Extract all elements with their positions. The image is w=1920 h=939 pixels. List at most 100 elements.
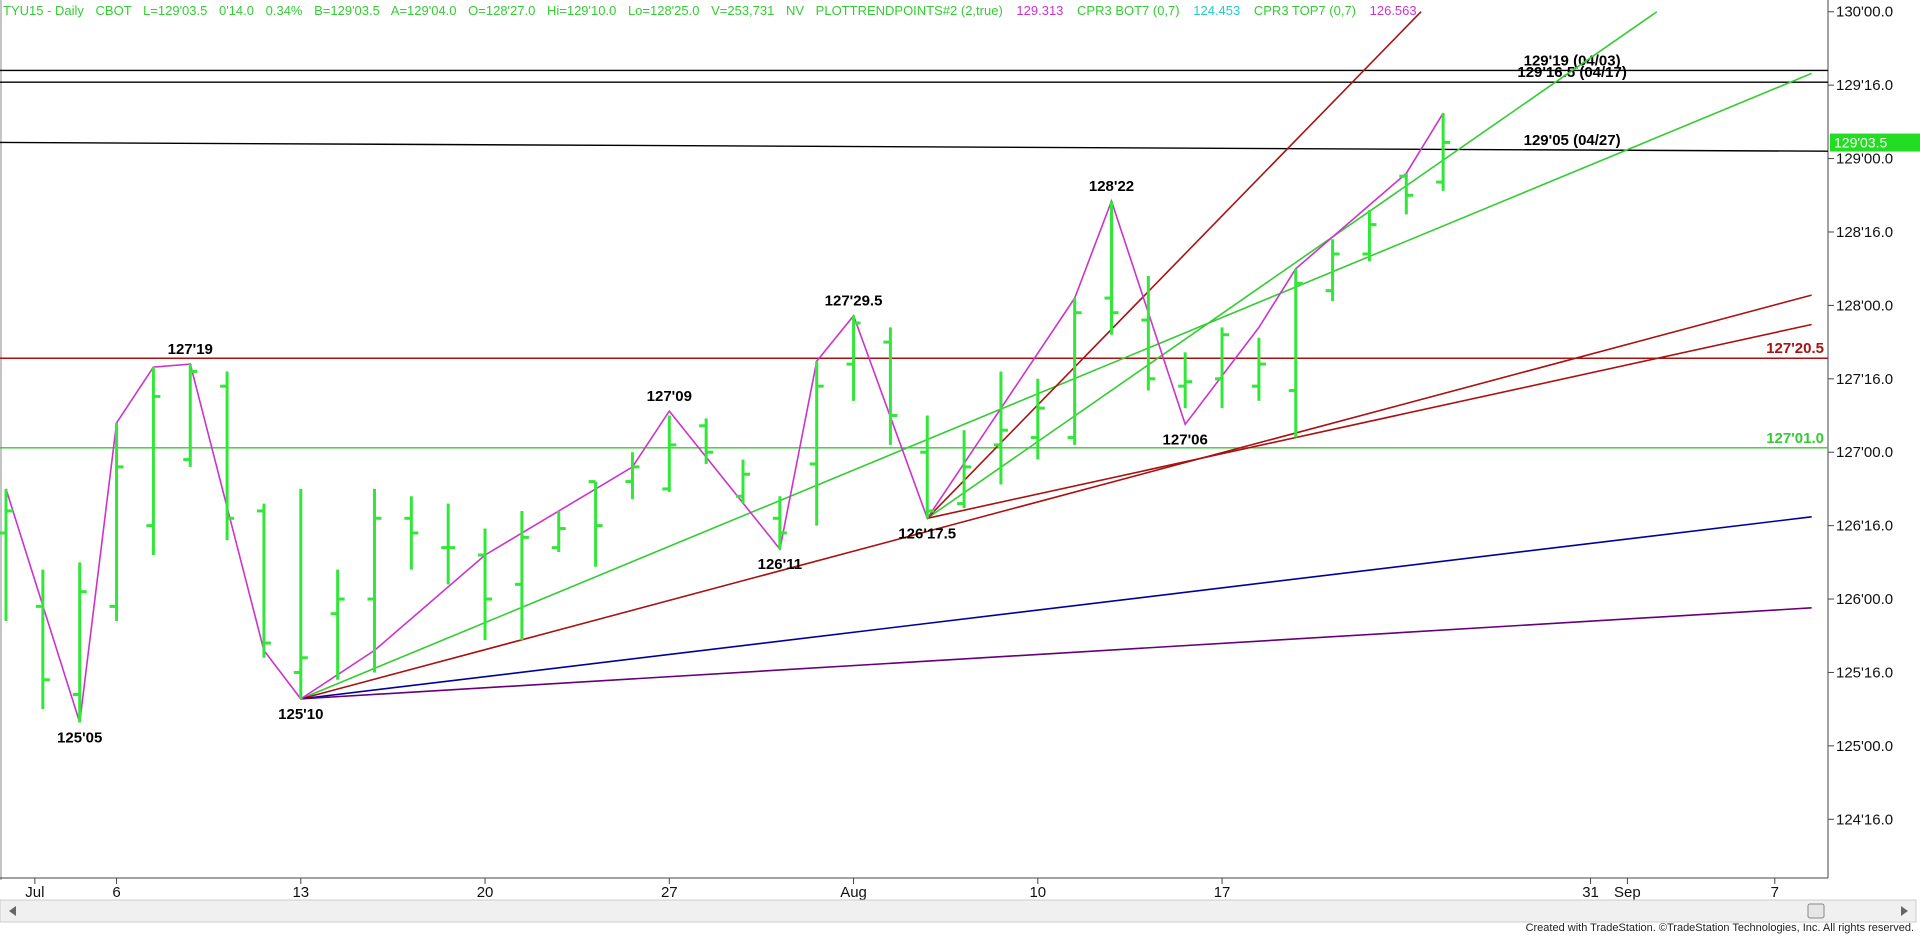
scroll-right-icon[interactable] <box>1901 906 1908 916</box>
chart-header: TYU15 - Daily CBOT L=129'03.5 0'14.0 0.3… <box>3 3 1417 18</box>
ohlc-bar <box>256 503 271 658</box>
header-change-pct: 0.34% <box>266 3 303 18</box>
x-tick-label: 6 <box>112 884 120 901</box>
x-tick-label: Aug <box>840 884 867 901</box>
trendline <box>300 516 1812 700</box>
ohlc-bar <box>367 488 382 673</box>
y-tick-label: 125'00.0 <box>1836 738 1893 755</box>
tradestation-credit: Created with TradeStation. ©TradeStation… <box>1526 922 1914 934</box>
header-indicator2-value: 124.453 <box>1193 3 1240 18</box>
last-price-box <box>1830 133 1920 152</box>
ohlc-bar <box>35 569 50 710</box>
ohlc-bar <box>699 418 714 464</box>
ohlc-bar <box>109 422 124 622</box>
pivot-label: 127'29.5 <box>825 293 883 310</box>
trendline <box>926 11 1422 519</box>
scrollbar-track[interactable] <box>0 899 1917 923</box>
time-axis: Jul 6 13 20 27 Aug 10 17 31 Sep 7 <box>25 878 1779 901</box>
ohlc-bar <box>736 459 750 504</box>
pivot-label: 126'11 <box>758 556 802 573</box>
header-high: Hi=129'10.0 <box>547 3 616 18</box>
y-tick-label: 128'00.0 <box>1836 297 1893 314</box>
ohlc-bar <box>1067 298 1082 445</box>
scrollbar-thumb[interactable] <box>1807 903 1825 919</box>
ohlc-bar <box>1215 327 1230 409</box>
ohlc-bar <box>1178 352 1193 409</box>
ohlc-bar <box>846 315 861 401</box>
x-tick-label: 7 <box>1771 884 1779 901</box>
ohlc-bar <box>588 480 603 567</box>
ohlc-bar <box>993 371 1008 485</box>
ohlc-bar <box>1141 276 1156 391</box>
x-tick-label: 13 <box>292 884 309 901</box>
pivot-label: 128'22 <box>1089 178 1134 195</box>
zigzag-line <box>5 112 1444 723</box>
ohlc-bar <box>920 415 935 519</box>
ohlc-bar <box>72 562 87 723</box>
header-exchange: CBOT <box>96 3 132 18</box>
y-tick-label: 124'16.0 <box>1836 811 1893 828</box>
header-indicator3-value: 126.563 <box>1370 3 1417 18</box>
header-low: Lo=128'25.0 <box>628 3 700 18</box>
ohlc-bar <box>1251 337 1266 401</box>
ohlc-bar <box>625 452 640 500</box>
header-last: L=129'03.5 <box>143 3 207 18</box>
last-price-marker: 129'03.5 <box>1830 133 1920 152</box>
y-tick-label: 127'00.0 <box>1836 444 1893 461</box>
y-tick-label: 129'00.0 <box>1836 151 1893 168</box>
x-tick-label: Sep <box>1614 884 1641 901</box>
pivot-label: 125'05 <box>57 729 102 746</box>
header-nv: NV <box>786 3 804 18</box>
header-ask: A=129'04.0 <box>391 3 457 18</box>
trendline <box>927 323 1812 520</box>
ohlc-bar <box>1325 239 1340 301</box>
ohlc-bar <box>514 510 529 641</box>
ohlc-bar <box>1288 268 1303 438</box>
x-tick-label: 20 <box>477 884 494 901</box>
y-tick-label: 127'16.0 <box>1836 371 1893 388</box>
y-tick-label: 129'16.0 <box>1836 77 1893 94</box>
ohlc-bar <box>220 371 235 541</box>
ohlc-bar <box>809 361 824 526</box>
header-open: O=128'27.0 <box>468 3 535 18</box>
ohlc-bar <box>957 430 972 509</box>
header-bid: B=129'03.5 <box>314 3 380 18</box>
y-tick-label: 128'16.0 <box>1836 224 1893 241</box>
ohlc-bar <box>662 415 677 492</box>
pivot-label: 127'19 <box>168 341 213 358</box>
zigzag-layer <box>5 112 1444 723</box>
pivot-label: 127'06 <box>1163 431 1208 448</box>
x-tick-label: 27 <box>661 884 678 901</box>
scroll-left-icon[interactable] <box>9 906 16 916</box>
trendline <box>926 11 1658 519</box>
y-tick-label: 125'16.0 <box>1836 664 1893 681</box>
pivot-labels: 125'05 127'19 125'10 127'09 126'11 127'29.5 12… <box>57 178 1208 746</box>
ohlc-bar <box>404 496 419 570</box>
ohlc-bar <box>441 503 456 585</box>
level-line <box>0 141 1829 152</box>
ohlc-bar <box>551 510 566 553</box>
header-indicator1-value: 129.313 <box>1016 3 1063 18</box>
header-indicator1: PLOTTRENDPOINTS#2 (2,true) <box>816 3 1003 18</box>
pivot-label: 127'09 <box>647 388 692 405</box>
level-label: 127'20.5 <box>1766 340 1824 357</box>
header-symbol: TYU15 - Daily <box>3 3 84 18</box>
header-indicator3: CPR3 TOP7 (0,7) <box>1254 3 1356 18</box>
y-tick-label: 126'16.0 <box>1836 518 1893 535</box>
ohlc-bar <box>0 488 13 622</box>
price-axis: 124'16.0 125'00.0 125'16.0 126'00.0 126'16.0… <box>1828 4 1893 828</box>
x-tick-label: 10 <box>1029 884 1046 901</box>
ohlc-bar <box>1030 378 1045 460</box>
level-label: 129'16.5 (04/17) <box>1517 64 1626 81</box>
x-tick-label: 31 <box>1582 884 1599 901</box>
ohlc-bars <box>0 113 1451 723</box>
ohlc-bar <box>183 364 198 467</box>
y-tick-label: 130'00.0 <box>1836 4 1893 21</box>
header-indicator2: CPR3 BOT7 (0,7) <box>1077 3 1180 18</box>
horizontal-scrollbar[interactable] <box>0 899 1917 923</box>
ohlc-bar <box>772 496 787 550</box>
x-tick-label: Jul <box>25 884 44 901</box>
trendline <box>300 607 1812 700</box>
